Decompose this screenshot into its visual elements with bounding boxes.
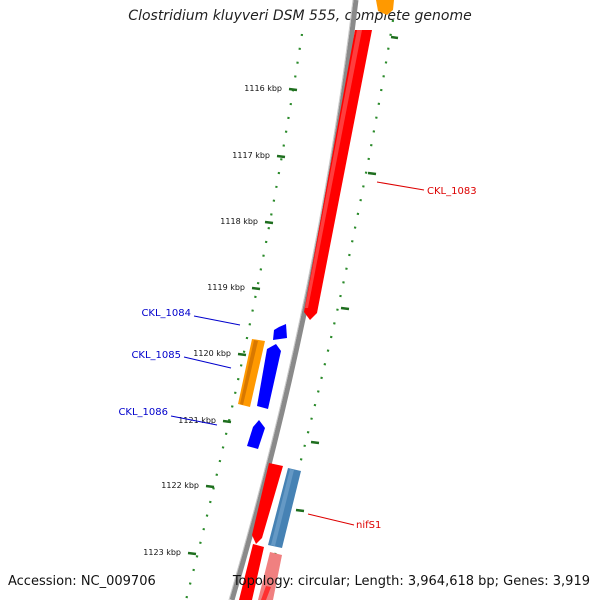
gene-pink-bottom-edge [261, 586, 271, 600]
leader-ckl-1086 [170, 415, 218, 426]
outer-major-tick [310, 440, 320, 445]
outer-major-tick [340, 306, 350, 311]
outer-tick-ring [260, 19, 399, 600]
leader-nifs1 [307, 513, 355, 526]
gene-ckl-1085[interactable] [257, 344, 281, 409]
tick-label: 1122 kbp [161, 481, 199, 490]
gene-nifs1-shine [271, 469, 294, 546]
outer-major-tick [390, 35, 399, 40]
tick-label: 1118 kbp [220, 217, 258, 226]
tick-label: 1117 kbp [232, 151, 270, 160]
leader-ckl-1085 [183, 356, 232, 369]
gene-labels: CKL_1083 CKL_1084 CKL_1085 CKL_1086 nifS… [118, 186, 476, 531]
leader-ckl-1084 [193, 315, 241, 326]
label-ckl-1086[interactable]: CKL_1086 [118, 407, 168, 418]
major-tick [264, 220, 274, 225]
gene-red-lower[interactable] [252, 463, 283, 544]
major-tick [276, 154, 286, 159]
label-leaders [170, 181, 425, 526]
gene-ckl-1086[interactable] [247, 420, 265, 449]
major-tick [187, 551, 197, 556]
major-tick [205, 484, 215, 489]
tick-label: 1116 kbp [244, 84, 282, 93]
label-ckl-1084[interactable]: CKL_1084 [141, 308, 191, 319]
tick-label: 1120 kbp [193, 349, 231, 358]
major-tick [251, 286, 261, 291]
gene-pink-bottom[interactable] [258, 552, 282, 600]
gene-orange-top[interactable] [376, 0, 394, 15]
tick-label: 1121 kbp [178, 416, 216, 425]
tick-label: 1119 kbp [207, 283, 245, 292]
major-tick [288, 87, 298, 92]
leader-ckl-1083 [376, 181, 425, 191]
label-nifs1[interactable]: nifS1 [356, 520, 381, 531]
outer-major-tick [367, 171, 377, 176]
major-tick [237, 352, 247, 357]
outer-tick-dots [260, 19, 395, 600]
genome-summary-text: Topology: circular; Length: 3,964,618 bp… [232, 574, 590, 589]
gene-ckl-1084[interactable] [273, 324, 287, 340]
gene-red-bottom[interactable] [239, 544, 264, 600]
accession-text: Accession: NC_009706 [8, 574, 156, 589]
gene-ckl-1083[interactable] [304, 30, 372, 320]
label-ckl-1083[interactable]: CKL_1083 [427, 186, 477, 197]
tick-label: 1123 kbp [143, 548, 181, 557]
major-tick [222, 419, 232, 424]
gene-features [238, 0, 394, 600]
gene-ckl-1083-shine [305, 30, 362, 308]
gene-orange-mid-shade [240, 340, 258, 405]
label-ckl-1085[interactable]: CKL_1085 [131, 350, 181, 361]
outer-major-tick [295, 508, 305, 513]
tick-marks: 1116 kbp 1117 kbp 1118 kbp 1119 kbp 1120 kbp… [143, 84, 298, 557]
backbone-highlight [228, 0, 354, 600]
